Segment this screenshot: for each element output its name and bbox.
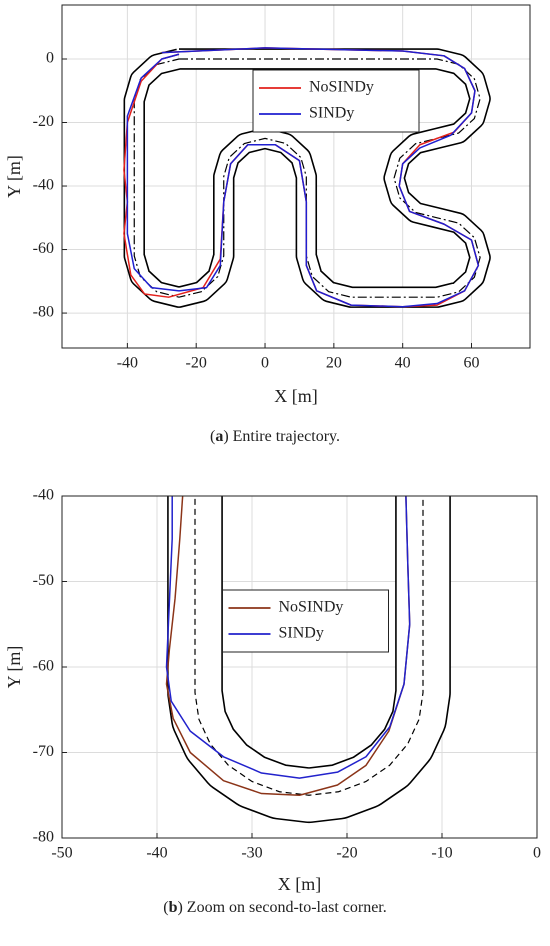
axes-box [61, 4, 531, 349]
caption-part: ) Zoom on second-to-last corner. [177, 899, 386, 916]
x-tick-label: -50 [51, 845, 72, 862]
caption-part: ) Entire trajectory. [223, 428, 340, 445]
plot-area [123, 47, 491, 308]
trajectory [126, 47, 480, 308]
track-centerline [194, 496, 424, 796]
y-axis-label: Y [m] [4, 646, 24, 689]
caption-part: ( [163, 899, 168, 916]
caption: (a) Entire trajectory. [210, 428, 340, 445]
legend-label: SINDy [279, 625, 324, 642]
x-tick-label: -30 [241, 845, 262, 862]
x-tick-label: 60 [464, 355, 480, 372]
legend-label: SINDy [309, 105, 354, 122]
x-axis-label: X [m] [274, 386, 318, 406]
legend-label: NoSINDy [309, 79, 374, 96]
caption: (b) Zoom on second-to-last corner. [163, 899, 387, 916]
caption-part: b [169, 899, 178, 916]
y-tick-label: -50 [33, 572, 54, 589]
legend-box [252, 69, 420, 133]
x-tick-label: 0 [261, 355, 269, 372]
caption-part: a [215, 428, 223, 445]
y-tick-label: -70 [33, 743, 54, 760]
y-axis-label: Y [m] [4, 155, 24, 198]
y-tick-label: 0 [46, 50, 54, 67]
legend-box [222, 589, 389, 653]
x-tick-label: -10 [431, 845, 452, 862]
x-tick-label: 40 [395, 355, 411, 372]
y-tick-label: -20 [33, 113, 54, 130]
y-tick-label: -80 [33, 829, 54, 846]
y-tick-label: -60 [33, 658, 54, 675]
x-tick-label: -40 [146, 845, 167, 862]
subplot: -50 -40 -30 -20 -10 0 -80 -70 -60 -50 -40 NoSINDy SI… [4, 487, 541, 916]
trajectory [165, 496, 411, 779]
axes-box [61, 495, 538, 839]
x-tick-label: 20 [326, 355, 342, 372]
x-tick-label: -20 [186, 355, 207, 372]
caption-part: ( [210, 428, 215, 445]
y-tick-label: -40 [33, 177, 54, 194]
y-tick-label: -80 [33, 304, 54, 321]
x-axis-label: X [m] [278, 874, 322, 894]
y-tick-label: -40 [33, 487, 54, 504]
x-tick-label: -20 [336, 845, 357, 862]
plot-area [165, 496, 451, 824]
x-tick-label: 0 [533, 845, 541, 862]
legend-label: NoSINDy [279, 599, 344, 616]
subplot: -40 -20 0 20 40 60 -80 -60 -40 -20 0 NoSINDy SINDy X … [4, 4, 531, 445]
x-tick-label: -40 [117, 355, 138, 372]
y-tick-label: -60 [33, 240, 54, 257]
